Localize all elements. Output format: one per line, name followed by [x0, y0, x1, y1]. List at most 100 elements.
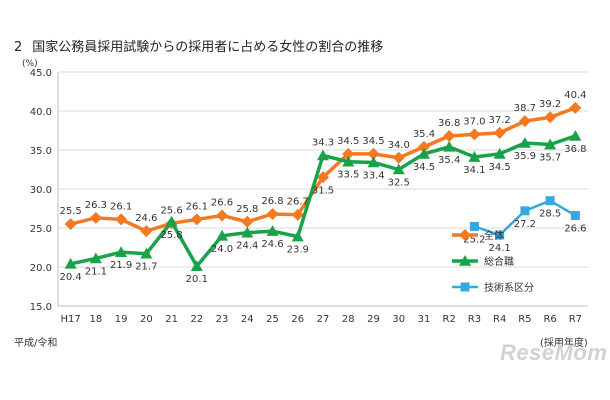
data-point-diamond	[291, 208, 304, 221]
data-label: 21.9	[110, 260, 132, 271]
title-number: 2	[14, 40, 23, 55]
data-point-diamond	[140, 225, 153, 238]
data-label: 25.6	[160, 205, 182, 216]
data-point-diamond	[392, 151, 405, 164]
x-tick-label: 20	[140, 314, 153, 325]
y-tick-label: 25.0	[30, 224, 52, 235]
data-label: 37.2	[489, 115, 511, 126]
data-label: 26.1	[186, 201, 208, 212]
data-point-triangle	[64, 257, 77, 269]
data-label: 24.4	[236, 241, 258, 252]
data-point-triangle	[443, 140, 456, 152]
y-tick-label: 40.0	[30, 107, 52, 118]
data-point-diamond	[266, 207, 279, 220]
data-label: 26.6	[564, 224, 586, 235]
series-triangle	[64, 129, 582, 272]
data-point-triangle	[140, 247, 153, 259]
data-point-square	[469, 221, 479, 231]
data-label: 34.0	[388, 140, 410, 151]
data-point-diamond	[468, 128, 481, 141]
data-point-triangle	[367, 156, 380, 168]
x-tick-label: 29	[367, 314, 380, 325]
data-label: 31.5	[312, 185, 334, 196]
x-tick-label: 30	[392, 314, 405, 325]
data-point-triangle	[392, 163, 405, 175]
data-label: 32.5	[388, 178, 410, 189]
x-tick-label: 22	[190, 314, 203, 325]
axes: 15.0 20.0 25.0 30.0 35.0 40.0 45.0(%) H17 18 19 20…	[22, 59, 588, 325]
legend-item: 全体	[452, 229, 504, 242]
data-label: 34.5	[337, 136, 359, 147]
x-tick-label: R3	[468, 314, 481, 325]
data-point-diamond	[241, 215, 254, 228]
data-labels: 25.526.3 26.124.625.6 26.1 26.625.826.8 26.7…	[59, 90, 586, 285]
y-tick-label: 15.0	[30, 302, 52, 313]
data-label: 35.7	[539, 153, 561, 164]
x-tick-label: 26	[291, 314, 304, 325]
data-label: 25.8	[236, 204, 258, 215]
x-tick-label: 23	[216, 314, 229, 325]
data-point-square	[520, 206, 530, 216]
data-label: 24.6	[261, 239, 283, 250]
data-label: 39.2	[539, 99, 561, 110]
data-label: 26.6	[211, 198, 233, 209]
data-point-square	[545, 196, 555, 206]
data-point-triangle	[493, 147, 506, 159]
era-note: 平成/令和	[14, 338, 58, 349]
data-label: 34.5	[362, 136, 384, 147]
data-point-diamond	[493, 126, 506, 139]
data-point-diamond	[115, 213, 128, 226]
data-label: 35.9	[514, 151, 536, 162]
data-label: 36.8	[438, 118, 460, 129]
data-point-triangle	[115, 246, 128, 257]
data-point-triangle	[459, 255, 471, 266]
data-point-square	[460, 282, 470, 292]
x-tick-label: 25	[266, 314, 279, 325]
data-label: 37.0	[463, 116, 485, 127]
x-tick-label: 27	[317, 314, 330, 325]
data-label: 24.0	[211, 244, 233, 255]
data-label: 26.7	[287, 197, 309, 208]
legend-item: 総合職	[452, 255, 514, 268]
data-point-diamond	[569, 101, 582, 114]
title-text: 国家公務員採用試験からの採用者に占める女性の割合の推移	[32, 40, 384, 55]
chart-title: 2 国家公務員採用試験からの採用者に占める女性の割合の推移	[14, 36, 383, 55]
data-point-diamond	[367, 147, 380, 160]
legend-item: 技術系区分	[452, 281, 534, 294]
x-tick-label: H17	[60, 314, 80, 325]
data-point-square	[495, 230, 505, 240]
data-point-diamond	[216, 209, 229, 222]
data-label: 28.5	[539, 209, 561, 220]
data-label: 35.4	[438, 155, 460, 166]
legend-label: 技術系区分	[484, 281, 534, 294]
data-label: 34.3	[312, 137, 334, 148]
data-point-diamond	[317, 171, 329, 184]
data-label: 23.9	[287, 245, 309, 256]
data-label: 21.7	[135, 262, 157, 273]
data-point-triangle	[266, 225, 279, 236]
data-point-triangle	[417, 147, 430, 159]
data-label: 26.8	[261, 196, 283, 207]
data-label: 40.4	[564, 90, 586, 101]
data-point-diamond	[190, 213, 203, 226]
x-tick-label: 24	[241, 314, 254, 325]
year-note: (採用年度)	[540, 338, 588, 349]
data-label: 26.1	[110, 201, 132, 212]
data-label: 26.3	[85, 200, 107, 211]
data-point-triangle	[165, 215, 178, 227]
data-label: 33.4	[362, 170, 384, 181]
data-point-triangle	[317, 149, 329, 161]
data-label: 25.5	[59, 206, 81, 217]
data-point-triangle	[216, 229, 229, 241]
data-label: 34.5	[413, 162, 435, 173]
data-point-diamond	[443, 129, 456, 142]
data-label: 20.1	[186, 274, 208, 285]
x-tick-label: 18	[89, 314, 102, 325]
data-point-diamond	[544, 111, 557, 124]
data-label: 34.5	[489, 162, 511, 173]
data-point-triangle	[89, 252, 102, 264]
data-label: 34.1	[463, 165, 485, 176]
data-point-diamond	[342, 147, 355, 160]
legend-label: 全体	[484, 229, 504, 242]
